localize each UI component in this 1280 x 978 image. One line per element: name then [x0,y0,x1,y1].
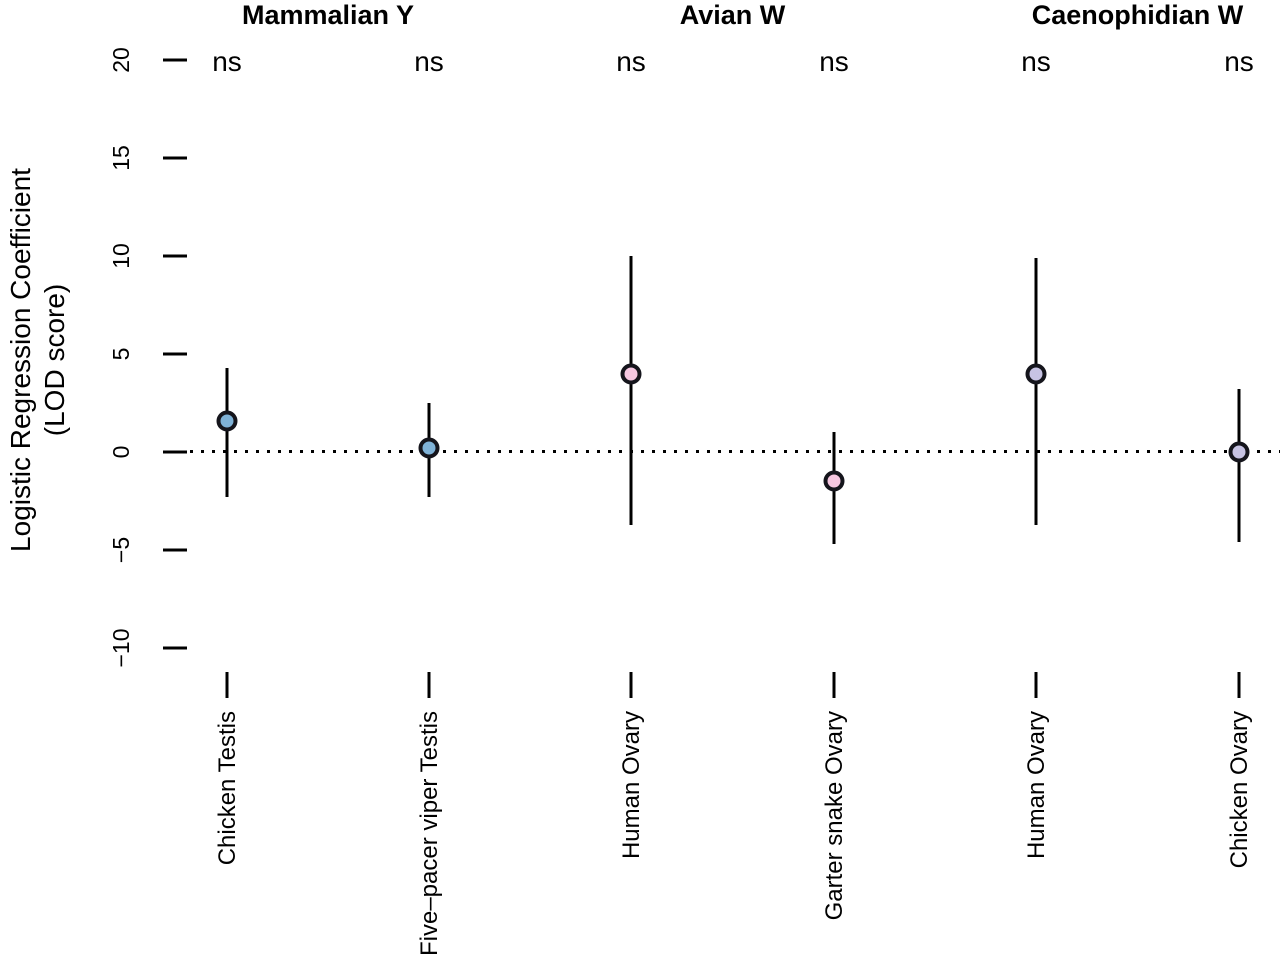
y-tick-label: 10 [108,243,134,269]
group-header: Caenophidian W [1031,0,1244,30]
x-tick-mark [1237,672,1241,698]
y-tick-label: −5 [108,536,134,564]
y-tick-mark [163,58,187,62]
y-axis-title-line1: Logistic Regression Coefficient [5,168,36,552]
y-tick-mark [163,156,187,160]
y-axis-title: Logistic Regression Coefficient (LOD sco… [4,168,72,552]
data-point [1025,363,1047,385]
x-category-label: Human Ovary [617,711,645,860]
y-tick-label: 20 [108,47,134,73]
x-category-label: Five–pacer viper Testis [415,711,443,956]
data-point [1228,441,1250,463]
significance-label: ns [1021,46,1051,77]
y-tick-mark [163,548,187,552]
x-tick-mark [1034,672,1038,698]
x-tick-mark [427,672,431,698]
error-bar [1237,389,1241,543]
y-tick-label: 5 [108,347,134,361]
x-tick-mark [225,672,229,698]
data-point [216,410,238,432]
data-point [418,437,440,459]
group-header: Mammalian Y [241,0,415,30]
y-tick-label: 15 [108,145,134,171]
y-tick-label: 0 [108,445,134,459]
zero-reference-line [190,450,1280,453]
y-tick-mark [163,254,187,258]
data-point [620,363,642,385]
error-bar [1034,257,1038,525]
x-category-label: Chicken Testis [213,711,241,866]
x-category-label: Chicken Ovary [1225,711,1253,869]
significance-label: ns [212,46,242,77]
y-axis-title-line2: (LOD score) [39,283,70,437]
significance-label: ns [616,46,646,77]
x-category-label: Garter snake Ovary [820,711,848,921]
data-point [823,470,845,492]
y-tick-mark [163,352,187,356]
y-tick-mark [163,646,187,650]
x-category-label: Human Ovary [1022,711,1050,860]
significance-label: ns [1224,46,1254,77]
y-tick-mark [163,450,187,454]
significance-label: ns [819,46,849,77]
error-bar [629,256,633,525]
y-tick-label: −10 [108,628,134,668]
x-tick-mark [832,672,836,698]
significance-label: ns [414,46,444,77]
error-bar [225,367,229,498]
group-header: Avian W [679,0,786,30]
x-tick-mark [629,672,633,698]
